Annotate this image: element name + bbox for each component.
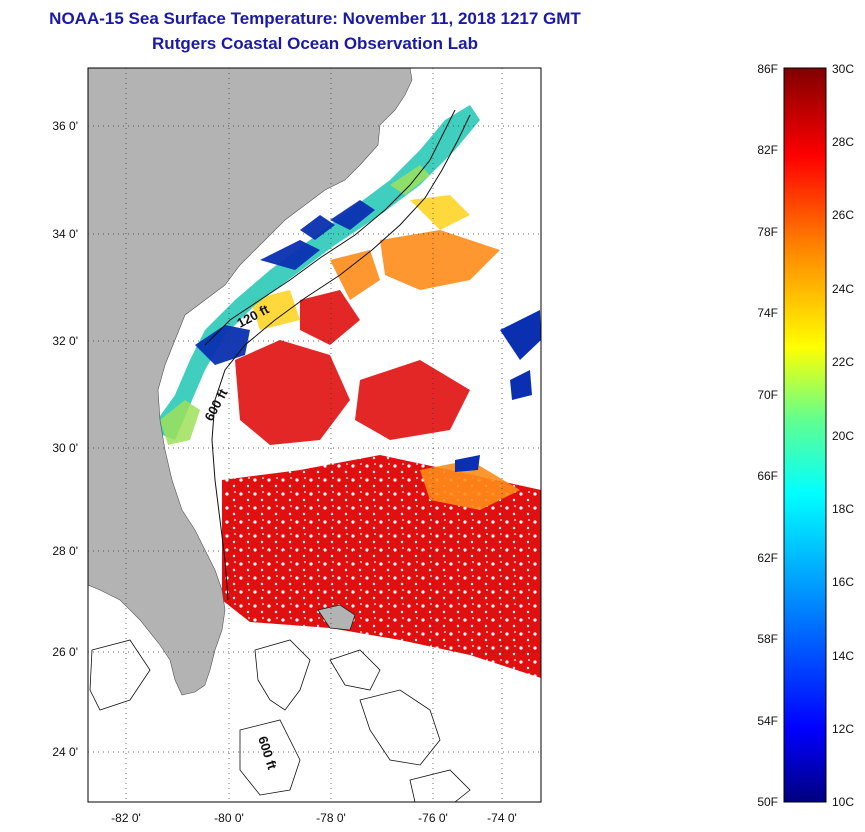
lat-label-24: 24 0' <box>52 745 78 759</box>
lon-label-76: -76 0' <box>418 811 448 825</box>
grand-bahama <box>317 604 356 631</box>
lat-label-34: 34 0' <box>52 227 78 241</box>
cb-c-22: 22C <box>832 355 854 369</box>
cb-f-78: 78F <box>757 225 778 239</box>
lon-label-78: -78 0' <box>316 811 346 825</box>
orange-water-patches <box>150 230 520 575</box>
map-frame <box>87 67 542 803</box>
cb-f-74: 74F <box>757 306 778 320</box>
lon-label-82: -82 0' <box>111 811 141 825</box>
cb-c-14: 14C <box>832 649 854 663</box>
lon-label-80: -80 0' <box>214 811 244 825</box>
land-mass <box>88 68 413 696</box>
cb-c-18: 18C <box>832 502 854 516</box>
cb-c-30: 30C <box>832 62 854 76</box>
cb-f-66: 66F <box>757 469 778 483</box>
lat-label-26: 26 0' <box>52 645 78 659</box>
lat-label-30: 30 0' <box>52 441 78 455</box>
cb-f-62: 62F <box>757 551 778 565</box>
cb-c-26: 26C <box>832 208 854 222</box>
offshore-cold-pixels <box>455 310 541 472</box>
lat-label-28: 28 0' <box>52 544 78 558</box>
cb-c-16: 16C <box>832 575 854 589</box>
contour-600ft <box>211 114 471 601</box>
yellow-water-patches <box>250 195 470 330</box>
cb-f-82: 82F <box>757 143 778 157</box>
cb-c-12: 12C <box>832 722 854 736</box>
map-title: NOAA-15 Sea Surface Temperature: Novembe… <box>49 9 581 28</box>
cb-f-50: 50F <box>757 795 778 809</box>
cb-f-54: 54F <box>757 714 778 728</box>
lon-label-74: -74 0' <box>487 811 517 825</box>
colorbar <box>783 67 827 803</box>
cb-f-70: 70F <box>757 388 778 402</box>
cb-f-58: 58F <box>757 632 778 646</box>
warm-water-region <box>222 455 541 678</box>
warm-water-patches <box>235 290 470 445</box>
bahamas-contours <box>89 639 471 802</box>
cb-c-24: 24C <box>832 282 854 296</box>
lat-label-36: 36 0' <box>52 119 78 133</box>
cb-c-20: 20C <box>832 429 854 443</box>
cb-c-10: 10C <box>832 795 854 809</box>
contour-120ft <box>204 109 456 346</box>
cb-f-86: 86F <box>757 62 778 76</box>
cold-coastal-water <box>195 200 375 365</box>
lat-label-32: 32 0' <box>52 334 78 348</box>
green-coastal-water <box>160 165 430 445</box>
graticule <box>88 68 541 802</box>
swath-edge-nodata <box>88 620 541 802</box>
map-area <box>88 68 541 802</box>
cb-c-28: 28C <box>832 135 854 149</box>
map-subtitle: Rutgers Coastal Ocean Observation Lab <box>152 34 478 53</box>
